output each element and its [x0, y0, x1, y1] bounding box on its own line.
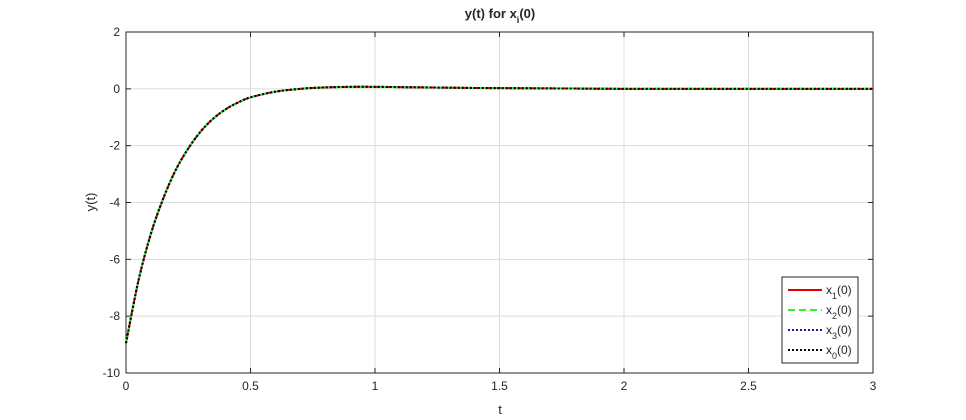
x-tick-label: 1.5 — [491, 379, 508, 393]
y-tick-label: 0 — [113, 82, 120, 96]
x-tick-label: 3 — [870, 379, 877, 393]
x-tick-label: 0.5 — [242, 379, 259, 393]
legend-label-2: x2(0) — [826, 303, 852, 321]
legend: x1(0) x2(0) x3(0) x0(0) — [781, 276, 859, 364]
chart-title-main: y(t) for x — [465, 6, 518, 21]
x-tick-label: 0 — [123, 379, 130, 393]
y-tick-label: -6 — [109, 252, 120, 266]
series-layer — [125, 85, 873, 344]
y-tick-label: -8 — [109, 309, 120, 323]
x-axis-label: t — [498, 402, 502, 417]
grid-layer — [125, 31, 874, 374]
legend-label-4: x0(0) — [826, 343, 852, 361]
x-tick-label: 2 — [621, 379, 628, 393]
y-tick-label: -2 — [109, 139, 120, 153]
tick-layer: 0 0.5 1 1.5 2 2.5 3 -10 -8 -6 -4 -2 0 2 — [103, 25, 877, 393]
chart-title-tail: (0) — [519, 6, 535, 21]
legend-label-3: x3(0) — [826, 323, 852, 341]
chart-title: y(t) for xi(0) — [465, 6, 535, 25]
y-axis-label: y(t) — [83, 193, 98, 212]
series-line-4 — [125, 85, 873, 344]
x-tick-label: 1 — [372, 379, 379, 393]
x-tick-label: 2.5 — [740, 379, 757, 393]
y-tick-label: -4 — [109, 196, 120, 210]
chart-title-sub: i — [517, 15, 520, 25]
y-tick-label: -10 — [103, 366, 121, 380]
legend-box — [781, 276, 859, 364]
y-tick-label: 2 — [113, 25, 120, 39]
legend-label-1: x1(0) — [826, 283, 852, 301]
